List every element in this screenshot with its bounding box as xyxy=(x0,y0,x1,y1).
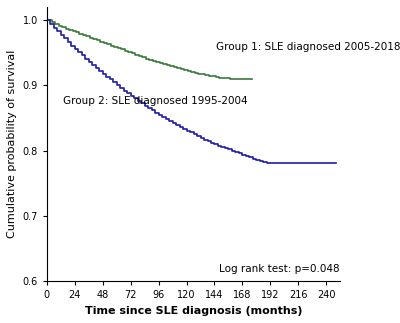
Text: Group 1: SLE diagnosed 2005-2018: Group 1: SLE diagnosed 2005-2018 xyxy=(216,42,400,52)
Y-axis label: Cumulative probability of survival: Cumulative probability of survival xyxy=(7,50,17,238)
X-axis label: Time since SLE diagnosis (months): Time since SLE diagnosis (months) xyxy=(85,306,302,316)
Text: Group 2: SLE diagnosed 1995-2004: Group 2: SLE diagnosed 1995-2004 xyxy=(63,96,248,106)
Text: Log rank test: p=0.048: Log rank test: p=0.048 xyxy=(219,264,340,274)
